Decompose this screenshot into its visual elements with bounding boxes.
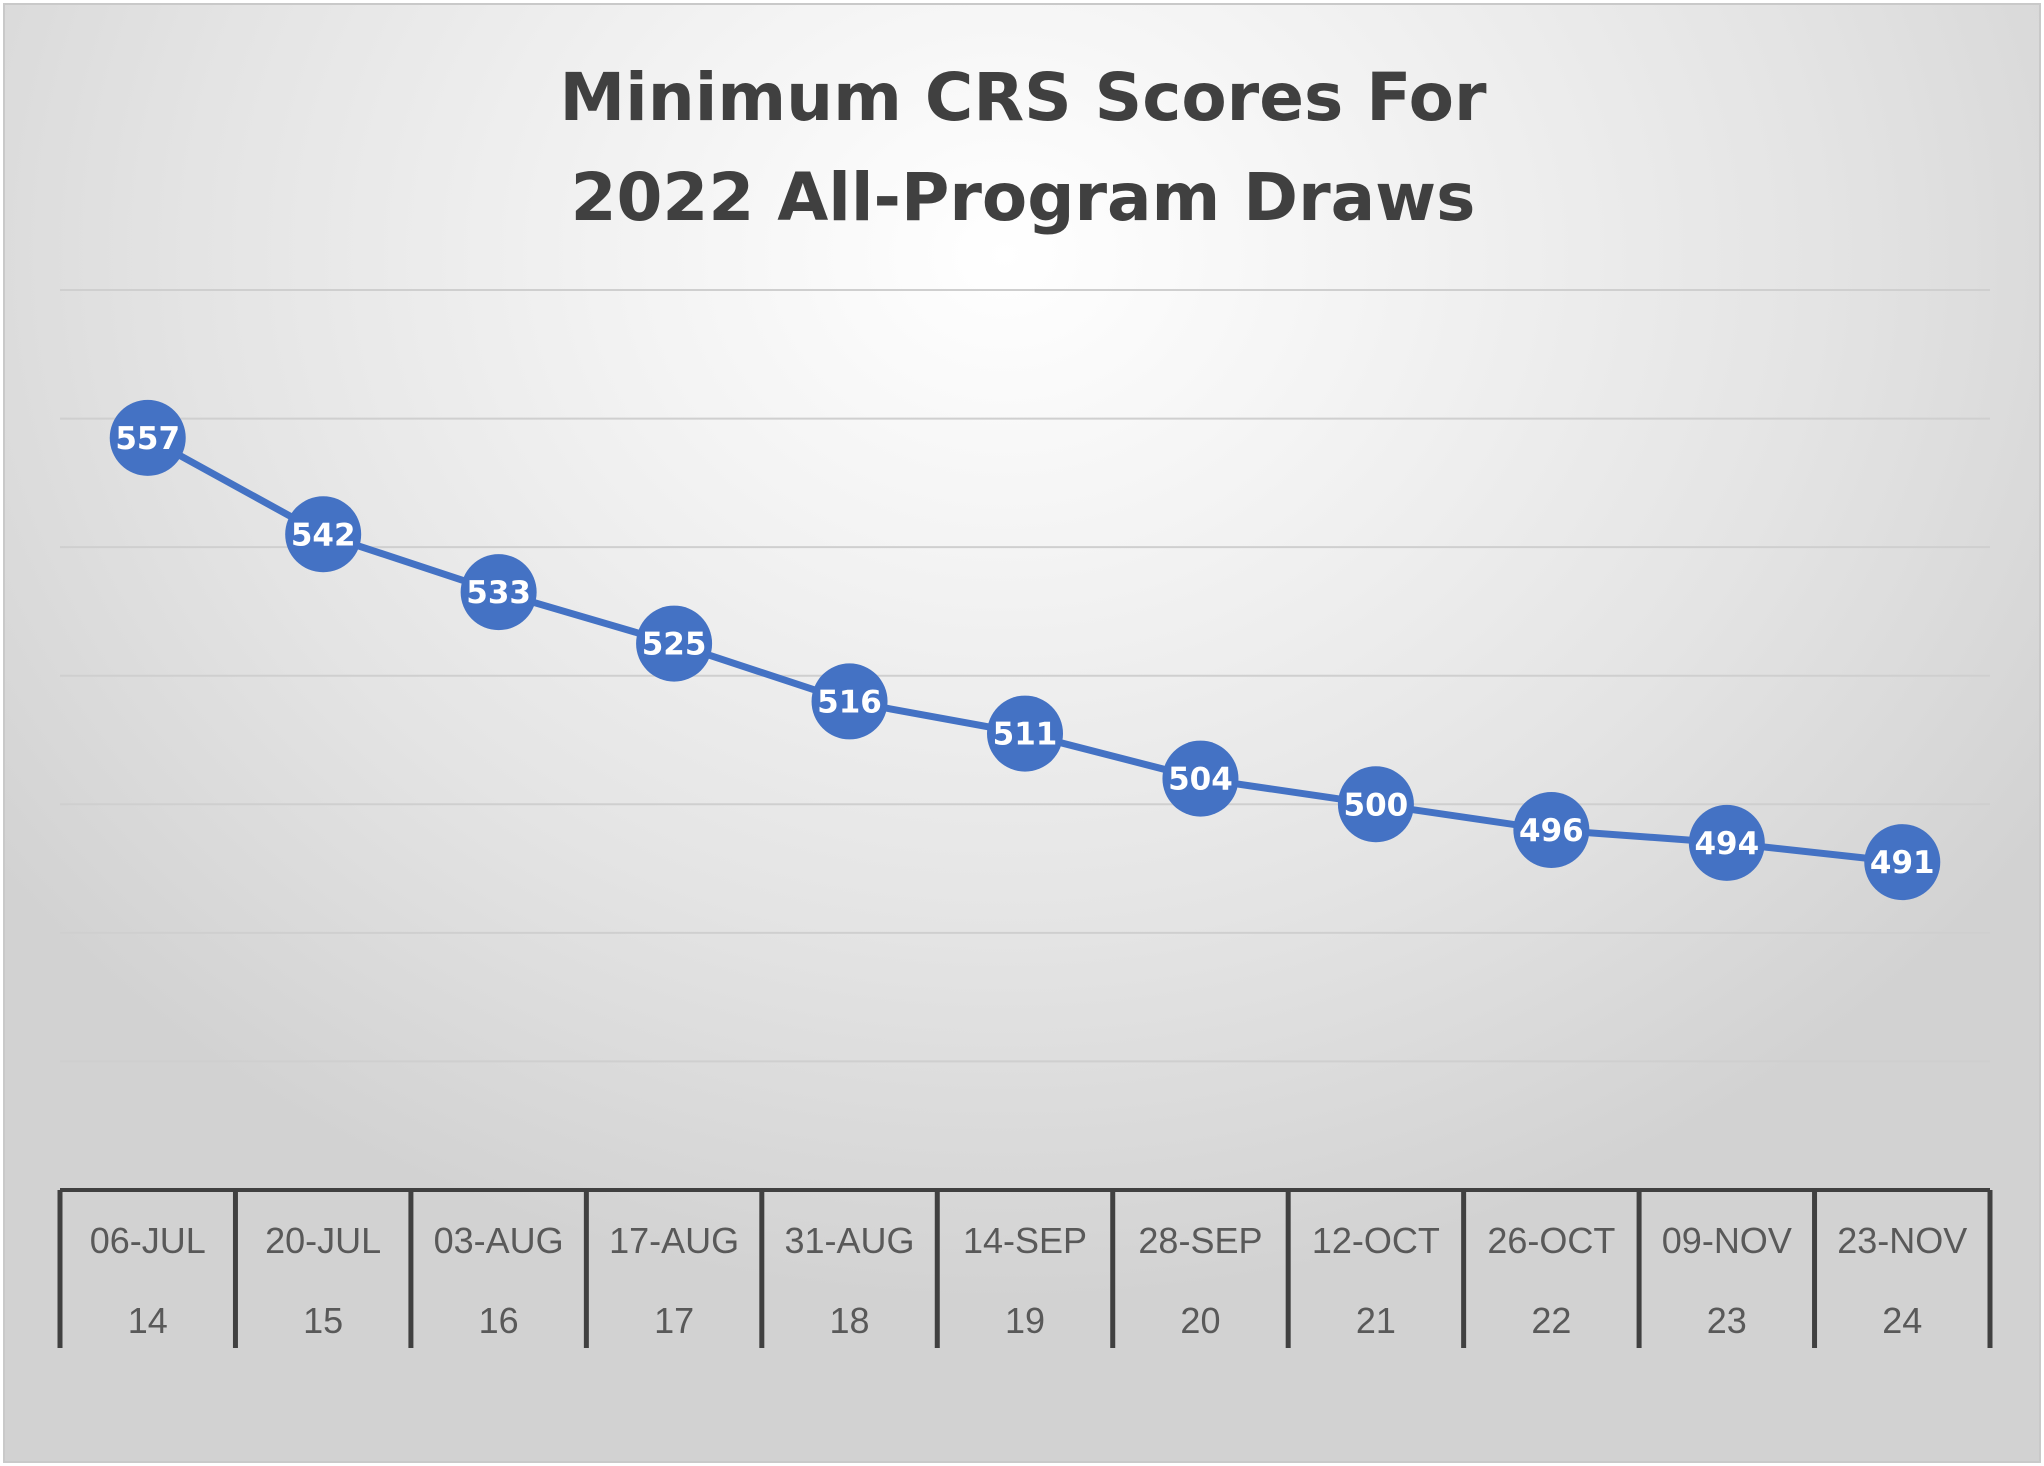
data-label: 511 [993,717,1058,753]
category-axis: 06-JUL 14 20-JUL 15 03-AUG 16 17-AUG 17 31-AUG 18… [57,1188,1993,1348]
data-label: 496 [1519,813,1584,849]
x-tick-number: 24 [1882,1300,1922,1341]
gridlines [60,289,1990,1063]
x-tick-number: 19 [1005,1300,1045,1341]
data-label: 491 [1870,845,1935,881]
x-tick-label: 14-SEP [963,1220,1087,1261]
data-point [987,695,1063,772]
data-point [1337,766,1414,843]
data-label: 533 [466,575,531,611]
x-tick-label: 31-AUG [785,1220,915,1261]
data-label: 542 [291,517,356,553]
chart-area: Minimum CRS Scores For 2022 All-Program … [3,3,2041,1463]
x-tick-label: 09-NOV [1662,1220,1792,1261]
data-label: 504 [1168,762,1233,798]
x-tick-label: 23-NOV [1837,1220,1967,1261]
x-tick-number: 22 [1531,1300,1571,1341]
data-point [109,399,186,476]
data-point [636,605,713,682]
x-tick-label: 06-JUL [90,1220,206,1261]
data-point [460,554,537,631]
x-tick-number: 15 [303,1300,343,1341]
x-tick-number: 14 [128,1300,168,1341]
line-chart: Minimum CRS Scores For 2022 All-Program … [57,59,1993,1348]
data-point [1688,804,1765,881]
x-tick-number: 21 [1356,1300,1396,1341]
data-label: 500 [1344,787,1409,823]
data-point [1864,824,1941,901]
x-tick-number: 17 [654,1300,694,1341]
chart-title-line-2: 2022 All-Program Draws [571,159,1476,236]
data-label: 516 [817,684,882,720]
x-tick-number: 20 [1180,1300,1220,1341]
data-point [1162,740,1239,817]
x-tick-label: 03-AUG [434,1220,564,1261]
data-point [811,663,888,740]
x-tick-number: 23 [1707,1300,1747,1341]
data-label: 525 [642,627,707,663]
x-tick-label: 12-OCT [1312,1220,1440,1261]
data-label: 557 [115,421,180,457]
x-tick-label: 17-AUG [609,1220,739,1261]
data-label: 494 [1694,826,1759,862]
x-tick-number: 16 [479,1300,519,1341]
data-point [1513,792,1590,868]
data-point [285,496,362,573]
x-tick-label: 28-SEP [1138,1220,1262,1261]
chart-title-line-1: Minimum CRS Scores For [559,59,1487,136]
x-tick-label: 20-JUL [265,1220,381,1261]
x-tick-number: 18 [830,1300,870,1341]
series-polyline [144,434,1906,866]
x-tick-label: 26-OCT [1487,1220,1615,1261]
series-line: 557 542 533 525 516 511 504 500 496 494 491 [109,399,1941,901]
